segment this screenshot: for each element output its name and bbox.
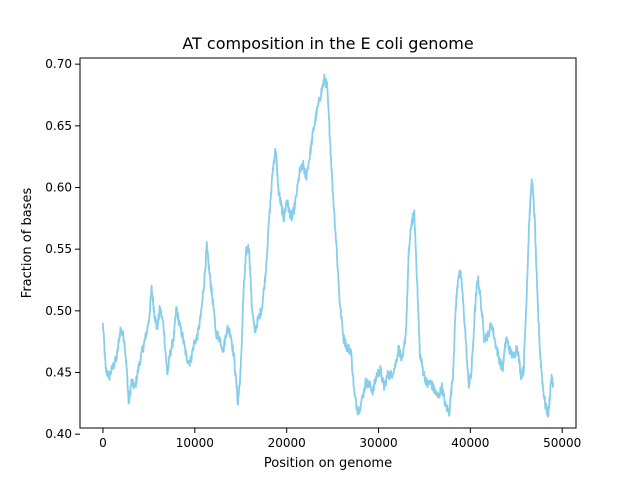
y-tick-label: 0.45 xyxy=(45,366,72,380)
x-axis-label: Position on genome xyxy=(264,456,392,471)
y-tick-label: 0.60 xyxy=(45,181,72,195)
plot-frame xyxy=(79,57,577,429)
series-line-0 xyxy=(102,73,554,418)
series-line-layer xyxy=(102,73,554,418)
y-tick-label: 0.55 xyxy=(45,242,72,256)
x-tick-label: 0 xyxy=(99,436,107,450)
x-tick-label: 20000 xyxy=(268,436,306,450)
y-axis-label: Fraction of bases xyxy=(20,188,35,299)
x-tick-label: 50000 xyxy=(543,436,581,450)
x-tick-label: 40000 xyxy=(451,436,489,450)
x-tick-label: 30000 xyxy=(359,436,397,450)
y-tick-label: 0.65 xyxy=(45,119,72,133)
y-tick-label: 0.70 xyxy=(45,57,72,71)
x-axis-ticks: 0 10000 20000 30000 40000 50000 xyxy=(99,428,581,450)
y-tick-label: 0.40 xyxy=(45,427,72,441)
chart-title: AT composition in the E coli genome xyxy=(182,34,473,53)
y-tick-label: 0.50 xyxy=(45,304,72,318)
x-tick-label: 10000 xyxy=(176,436,214,450)
y-axis-ticks: 0.40 0.45 0.50 0.55 0.60 0.65 0.70 xyxy=(45,57,80,441)
